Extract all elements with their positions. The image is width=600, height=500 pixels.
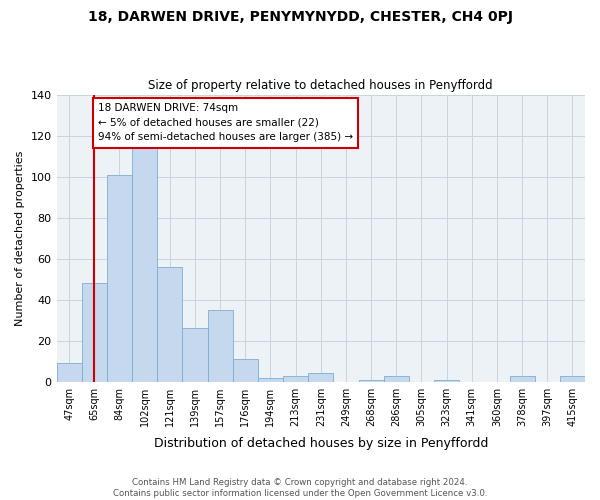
- Bar: [509, 376, 535, 382]
- Bar: [560, 376, 585, 382]
- Bar: [182, 328, 208, 382]
- Bar: [359, 380, 383, 382]
- Bar: [82, 283, 107, 382]
- Bar: [383, 376, 409, 382]
- Bar: [56, 363, 82, 382]
- Bar: [233, 359, 258, 382]
- Bar: [132, 146, 157, 382]
- X-axis label: Distribution of detached houses by size in Penyffordd: Distribution of detached houses by size …: [154, 437, 488, 450]
- Bar: [208, 310, 233, 382]
- Text: 18 DARWEN DRIVE: 74sqm
← 5% of detached houses are smaller (22)
94% of semi-deta: 18 DARWEN DRIVE: 74sqm ← 5% of detached …: [98, 103, 353, 142]
- Text: Contains HM Land Registry data © Crown copyright and database right 2024.
Contai: Contains HM Land Registry data © Crown c…: [113, 478, 487, 498]
- Text: 18, DARWEN DRIVE, PENYMYNYDD, CHESTER, CH4 0PJ: 18, DARWEN DRIVE, PENYMYNYDD, CHESTER, C…: [88, 10, 512, 24]
- Bar: [107, 174, 132, 382]
- Bar: [434, 380, 459, 382]
- Bar: [157, 267, 182, 382]
- Y-axis label: Number of detached properties: Number of detached properties: [15, 150, 25, 326]
- Title: Size of property relative to detached houses in Penyffordd: Size of property relative to detached ho…: [148, 79, 493, 92]
- Bar: [308, 374, 334, 382]
- Bar: [283, 376, 308, 382]
- Bar: [258, 378, 283, 382]
